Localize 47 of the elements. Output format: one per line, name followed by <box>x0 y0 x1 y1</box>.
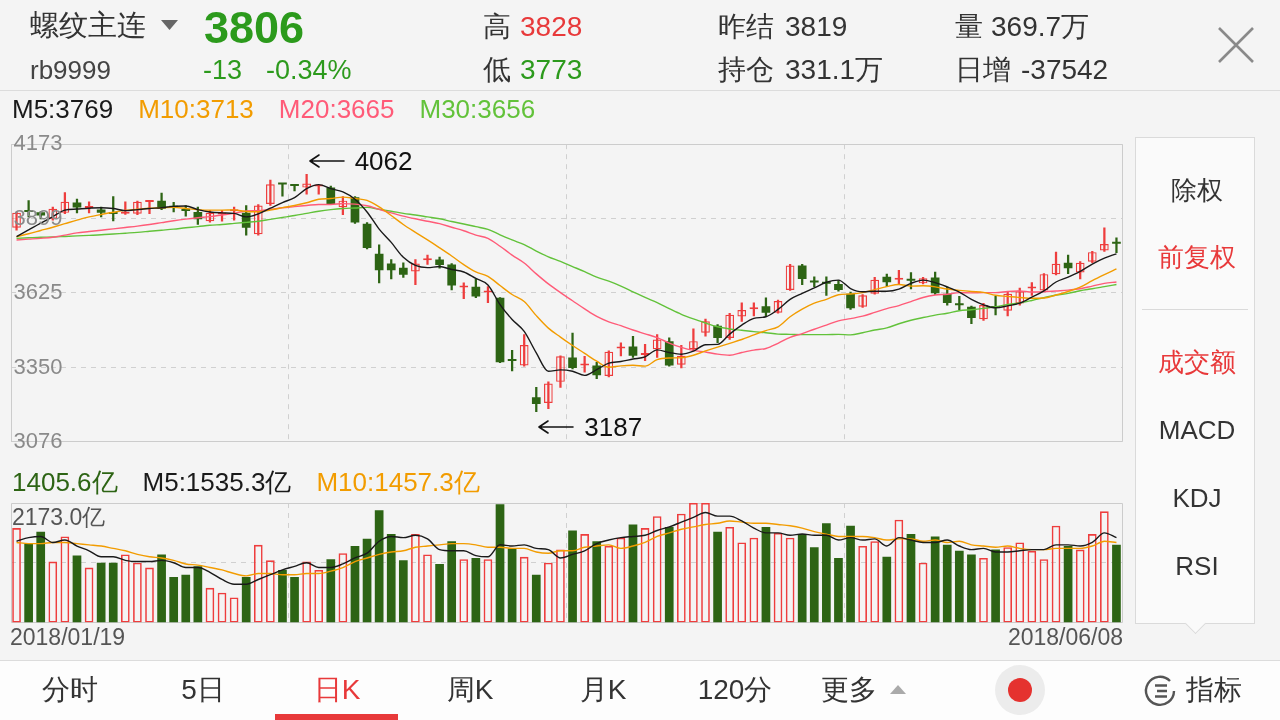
text: 低 <box>483 54 511 85</box>
text: -37542 <box>1021 54 1109 85</box>
text: M5:3769 <box>12 94 114 124</box>
text: 369.7万 <box>991 11 1090 42</box>
text: 成交额 <box>1158 347 1236 377</box>
text: 高 <box>483 11 511 42</box>
text: 除权 <box>1171 175 1223 205</box>
text: 3819 <box>785 11 848 42</box>
text: 1405.6亿 <box>12 467 118 497</box>
text: 日增 <box>955 54 1011 85</box>
text: 日K <box>313 674 361 705</box>
text: M5:1535.3亿 <box>142 467 292 497</box>
text: 更多 <box>821 674 877 705</box>
chart-title: 螺纹主连 <box>30 9 146 41</box>
text: 2018/06/08 <box>1007 624 1123 650</box>
annotation: 2173.0亿 <box>12 504 106 530</box>
text: 3773 <box>520 54 583 85</box>
text: 昨结 <box>718 11 774 42</box>
text: 3828 <box>520 11 583 42</box>
text: M10:3713 <box>138 94 254 124</box>
text: 前复权 <box>1158 242 1236 272</box>
text: 指标 <box>1186 674 1242 705</box>
text: KDJ <box>1172 483 1222 513</box>
series-label: M10:1457.3亿 <box>316 467 480 497</box>
text: 月K <box>579 674 627 705</box>
text: 120分 <box>697 674 773 705</box>
text: 分时 <box>42 674 98 705</box>
annotation: 3187 <box>584 411 643 442</box>
text: 持仓 <box>718 54 774 85</box>
text: 量 <box>955 11 983 42</box>
text: M20:3665 <box>278 94 395 124</box>
y-tick-label: 4173 <box>13 130 63 156</box>
text: 周K <box>446 674 494 705</box>
y-tick-label: 3625 <box>13 278 63 304</box>
text: -0.34% <box>266 55 352 85</box>
text: -13 <box>203 55 243 85</box>
text: MACD <box>1158 415 1236 445</box>
text: 2018/01/19 <box>10 624 126 650</box>
text: M30:3656 <box>419 94 536 124</box>
y-tick-label: 3350 <box>13 353 63 379</box>
text: 5日 <box>181 674 225 705</box>
y-tick-label: 3076 <box>13 427 63 453</box>
text: 3806 <box>204 2 305 53</box>
text: RSI <box>1175 551 1219 581</box>
chart-subtitle: rb9999 <box>30 55 111 85</box>
annotation: 4062 <box>354 146 413 177</box>
text: 331.1万 <box>785 54 884 85</box>
